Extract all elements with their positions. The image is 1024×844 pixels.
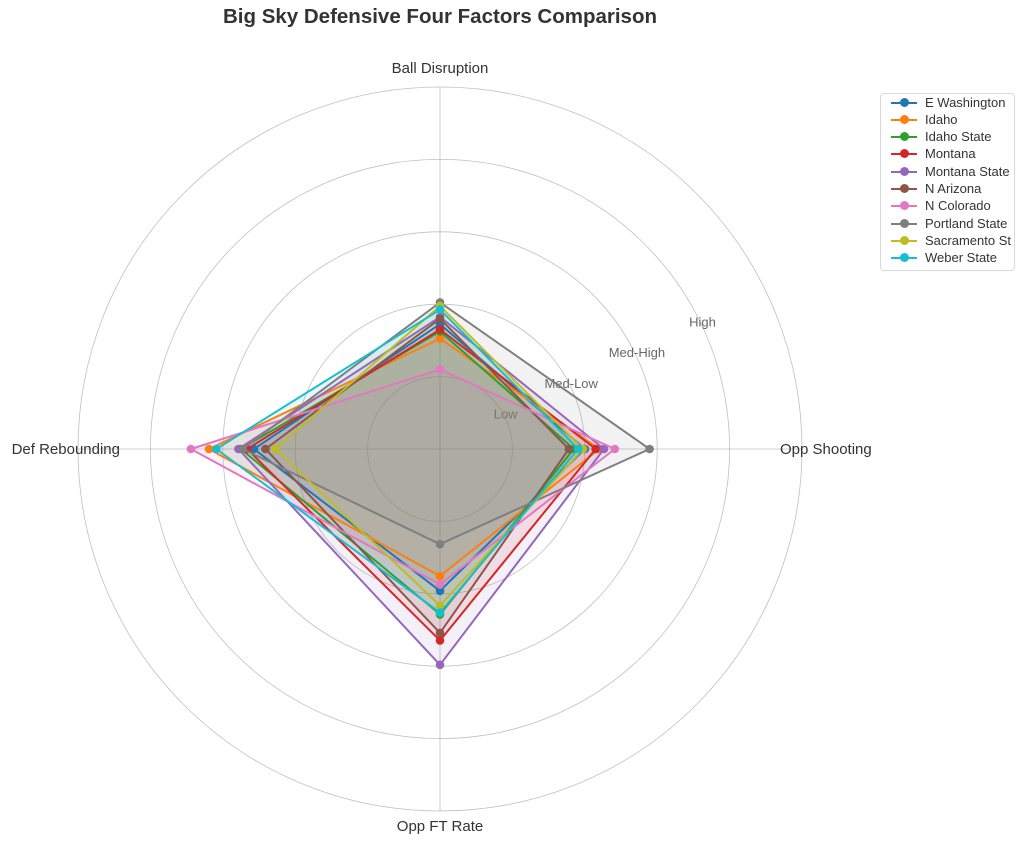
svg-text:Def Rebounding: Def Rebounding xyxy=(12,441,120,458)
svg-text:Opp FT Rate: Opp FT Rate xyxy=(397,818,483,835)
svg-text:Med-High: Med-High xyxy=(609,345,665,360)
svg-text:Opp Shooting: Opp Shooting xyxy=(780,441,872,458)
svg-text:Ball Disruption: Ball Disruption xyxy=(392,60,489,77)
svg-text:High: High xyxy=(689,315,716,330)
